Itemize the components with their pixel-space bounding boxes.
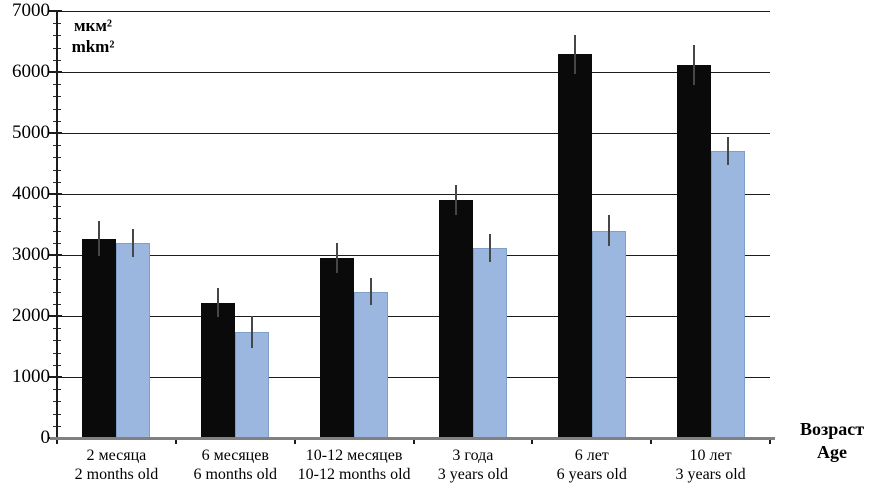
category-label-ru: 3 года [452, 447, 494, 464]
y-tick-label: 0 [40, 427, 51, 448]
bar-blue-bars-group-1 [116, 242, 151, 438]
x-axis-title-ru: Возраст [799, 419, 865, 439]
error-bar-blue-bars-group-5 [607, 215, 610, 246]
category-label-ru: 6 месяцев [201, 447, 269, 464]
y-tick-label: 6000 [12, 61, 50, 82]
error-bar-black-bars-group-6 [692, 45, 695, 86]
bar-black-bars-group-5 [557, 54, 592, 438]
gridline [57, 193, 770, 195]
bar-blue-bars-group-4 [472, 248, 507, 438]
bar-black-bars-group-6 [676, 65, 711, 438]
y-axis-major-tick [49, 132, 62, 134]
y-tick-label: 7000 [12, 0, 50, 21]
error-bar-black-bars-group-4 [454, 184, 457, 216]
bar-blue-bars-group-6 [710, 151, 745, 438]
category-label: 10 лет 3 years old [631, 446, 791, 484]
gridline [57, 10, 770, 12]
category-label-ru: 10-12 месяцев [305, 447, 403, 464]
y-axis-major-tick [49, 376, 62, 378]
error-bar-black-bars-group-3 [336, 243, 339, 273]
bar-black-bars-group-2 [201, 302, 236, 438]
gridline [57, 254, 770, 256]
y-tick-label: 2000 [12, 305, 50, 326]
x-axis-tick [769, 437, 771, 444]
y-axis-major-tick [49, 10, 62, 12]
bar-blue-bars-group-5 [591, 230, 626, 438]
y-axis-line [56, 11, 58, 441]
error-bar-blue-bars-group-1 [132, 228, 135, 257]
category-label-en: 2 months old [74, 466, 159, 484]
error-bar-blue-bars-group-2 [251, 316, 254, 348]
bar-blue-bars-group-2 [235, 331, 270, 438]
category-label: 6 месяцев 6 months old [155, 446, 315, 484]
error-bar-black-bars-group-1 [98, 221, 101, 256]
x-axis-title: Возраст Age [794, 418, 870, 463]
category-label: 10-12 месяцев 10-12 months old [274, 446, 434, 484]
category-label: 3 года 3 years old [393, 446, 553, 484]
y-axis-major-tick [49, 254, 62, 256]
x-axis-tick [531, 437, 534, 444]
y-axis-major-tick [49, 71, 62, 73]
gridline [57, 315, 770, 317]
y-axis-unit-label: мкм² mkm² [63, 15, 123, 58]
x-axis-line [50, 437, 775, 440]
category-label: 2 месяца 2 months old [36, 446, 196, 484]
x-axis-tick [650, 437, 653, 444]
y-tick-label: 3000 [12, 244, 50, 265]
y-axis-unit-label-ru: мкм² [73, 16, 113, 35]
gridline [57, 132, 770, 134]
x-axis-tick [293, 437, 296, 444]
y-tick-label: 4000 [12, 183, 50, 204]
bar-black-bars-group-1 [82, 238, 117, 438]
bar-black-bars-group-4 [438, 200, 473, 438]
y-tick-label: 1000 [12, 366, 50, 387]
category-label: 6 лет 6 years old [512, 446, 672, 484]
category-label-ru: 10 лет [689, 447, 732, 464]
error-bar-black-bars-group-2 [217, 287, 220, 318]
y-axis-major-tick [49, 193, 62, 195]
bar-blue-bars-group-3 [354, 291, 389, 438]
error-bar-black-bars-group-5 [573, 34, 576, 74]
category-label-en: 3 years old [675, 466, 746, 484]
y-tick-label: 5000 [12, 122, 50, 143]
category-label-en: 3 years old [437, 466, 508, 484]
error-bar-blue-bars-group-3 [370, 278, 373, 305]
gridline [57, 71, 770, 73]
category-label-en: 6 months old [193, 466, 278, 484]
x-axis-tick [174, 437, 177, 444]
y-axis-unit-label-en: mkm² [71, 37, 115, 57]
category-label-ru: 2 месяца [86, 447, 147, 464]
x-axis-tick [412, 437, 415, 444]
category-label-en: 10-12 months old [297, 466, 411, 484]
error-bar-blue-bars-group-4 [488, 234, 491, 263]
y-axis-major-tick [49, 315, 62, 317]
error-bar-blue-bars-group-6 [726, 137, 729, 166]
gridline [57, 376, 770, 378]
category-label-ru: 6 лет [574, 447, 609, 464]
category-label-en: 6 years old [556, 466, 627, 484]
bar-black-bars-group-3 [320, 258, 355, 438]
x-axis-title-en: Age [817, 441, 847, 462]
